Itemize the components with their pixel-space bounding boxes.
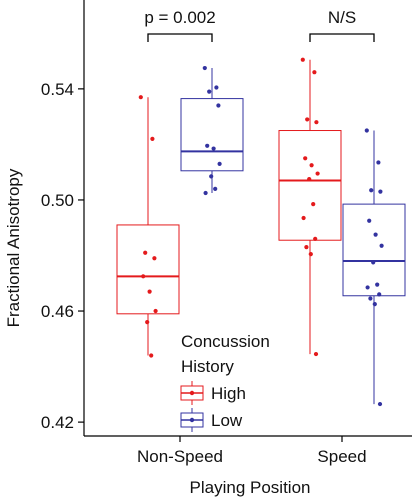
data-point [377,292,382,297]
data-point [372,301,377,307]
data-point [375,282,380,287]
box-iqr [116,224,180,315]
data-point [149,353,154,358]
data-point [138,95,143,100]
data-point [371,260,376,265]
data-point [308,252,313,257]
box-high-non-speed [116,95,180,358]
legend-label: Low [211,411,243,430]
data-point [207,89,212,94]
data-point [309,163,314,168]
y-tick-label: 0.50 [41,191,74,210]
data-point [211,146,216,151]
data-point [311,202,316,207]
data-point [143,250,148,255]
data-point [313,236,318,241]
legend-key-point [189,390,195,396]
legend-title-line-2: History [181,357,234,376]
y-tick-label: 0.54 [41,80,74,99]
data-point [304,245,309,250]
axes: 0.42 0.46 0.50 0.54 Non-Speed Speed Playing … [4,0,412,497]
data-point [209,174,214,179]
data-point [314,120,319,125]
legend-keys: High Low [180,381,246,432]
data-point [315,171,320,176]
legend-key-low: Low [180,408,243,432]
data-point [141,274,146,279]
legend-key-high: High [180,381,246,405]
data-point [368,296,373,301]
significance-bracket [147,33,213,42]
data-point [369,188,374,193]
data-point [365,285,370,290]
data-point [364,128,369,133]
data-point [373,232,378,237]
data-point [216,103,221,108]
significance-label: p = 0.002 [144,8,215,27]
data-point [312,70,317,75]
legend-title-line-1: Concussion [181,332,270,351]
data-point [300,57,305,62]
x-tick-label: Non-Speed [137,447,223,466]
box-high-speed [278,57,342,357]
x-ticks: Non-Speed Speed [137,436,367,466]
data-point [202,65,207,71]
data-point [145,320,150,325]
data-point [301,215,306,221]
legend-key-point [189,417,195,423]
x-axis-title: Playing Position [190,478,311,497]
significance-bracket [309,33,375,42]
data-point [213,186,218,191]
y-ticks: 0.42 0.46 0.50 0.54 [41,80,84,432]
data-point [217,161,222,166]
data-point [367,218,372,223]
data-point [203,190,208,196]
legend-label: High [211,384,246,403]
data-point [205,143,210,148]
data-point [307,177,312,182]
box-iqr [180,98,244,172]
legend: Concussion History High Low [180,332,270,432]
annotations: p = 0.002 N/S [144,8,375,42]
data-point [313,351,319,357]
data-point [376,160,381,165]
box-iqr [278,130,342,241]
data-point [305,117,310,122]
box-low-speed [342,128,406,407]
significance-label: N/S [328,8,356,27]
data-point [153,308,158,314]
data-point [303,156,308,161]
data-point [377,401,383,407]
x-tick-label: Speed [317,447,366,466]
y-axis-title: Fractional Anisotropy [4,168,23,327]
data-point [214,85,219,90]
data-point [152,256,157,261]
data-point [150,136,155,141]
box-iqr [342,203,406,297]
box-low-non-speed [180,65,244,196]
data-point [378,189,383,194]
data-point [147,289,152,294]
y-tick-label: 0.42 [41,413,74,432]
plot-area [116,57,406,407]
data-point [379,243,384,248]
y-tick-label: 0.46 [41,302,74,321]
